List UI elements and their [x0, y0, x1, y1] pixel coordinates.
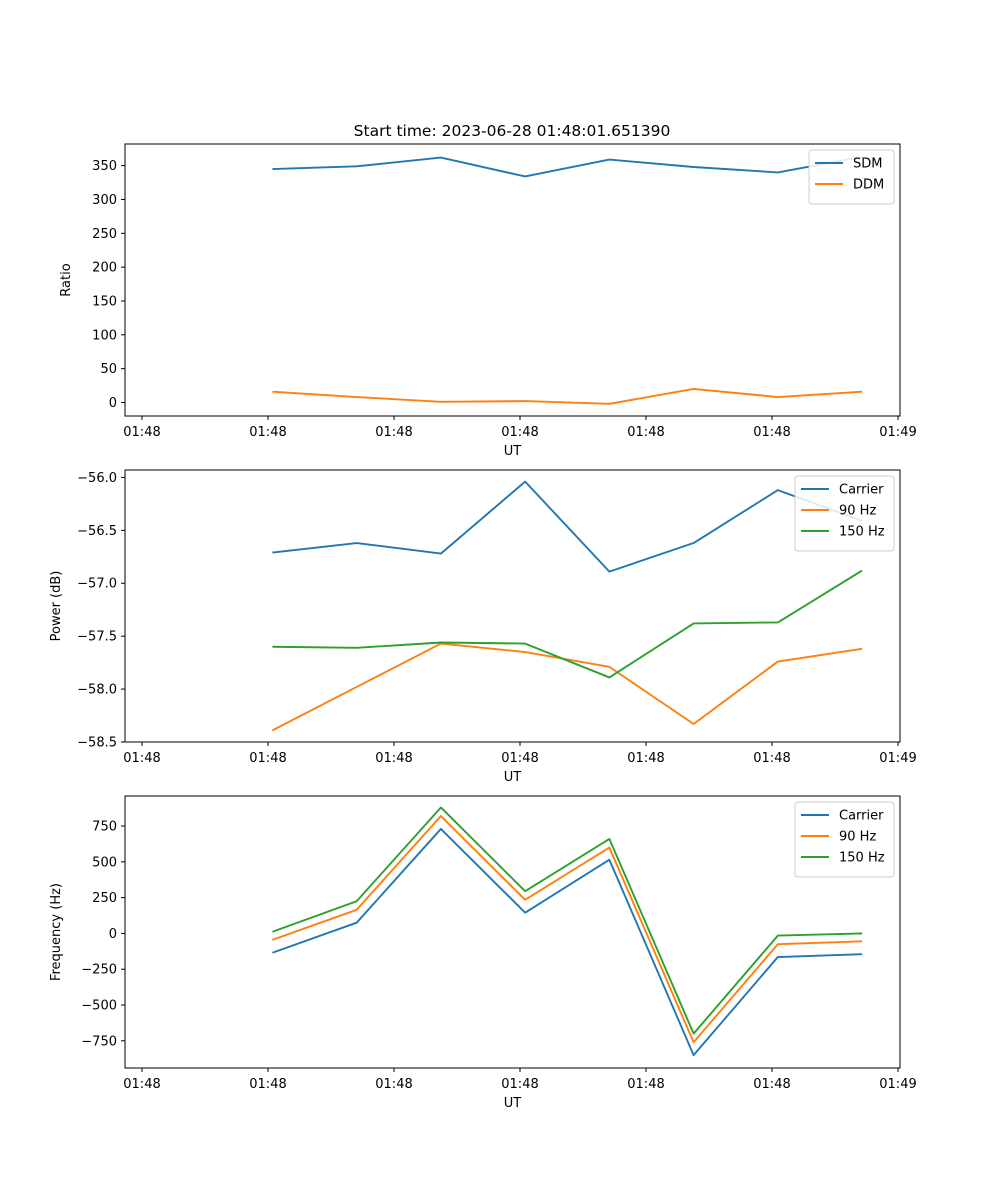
x-tick-label: 01:48	[249, 1077, 286, 1092]
x-tick-label: 01:49	[879, 751, 916, 766]
y-axis-label: Ratio	[59, 263, 74, 296]
x-tick-label: 01:48	[753, 751, 790, 766]
x-axis-label: UT	[504, 770, 522, 785]
subplot-3: 01:48 01:48 01:48 01:48 01:48 01:48 01:49 UT −75…	[49, 795, 917, 1111]
x-tick-label: 01:48	[753, 1077, 790, 1092]
y-tick-label: 750	[92, 820, 117, 835]
legend: Carrier 90 Hz 150 Hz	[794, 801, 895, 878]
legend: Carrier 90 Hz 150 Hz	[794, 475, 895, 552]
y-axis-label: Power (dB)	[49, 571, 64, 642]
subplot-2: 01:48 01:48 01:48 01:48 01:48 01:48 01:49 UT −58…	[49, 469, 917, 785]
legend-entry: 90 Hz	[839, 504, 876, 519]
x-tick-label: 01:48	[753, 425, 790, 440]
legend: SDM DDM	[808, 149, 895, 205]
y-tick-label: 150	[92, 294, 117, 309]
y-tick-label: 300	[92, 193, 117, 208]
x-tick-label: 01:48	[249, 425, 286, 440]
x-tick-label: 01:48	[627, 1077, 664, 1092]
figure-title: Start time: 2023-06-28 01:48:01.651390	[354, 122, 671, 140]
x-tick-label: 01:49	[879, 425, 916, 440]
x-tick-label: 01:49	[879, 1077, 916, 1092]
legend-entry: DDM	[853, 178, 884, 193]
y-tick-label: 250	[92, 227, 117, 242]
x-axis-label: UT	[504, 1096, 522, 1111]
x-tick-label: 01:48	[501, 1077, 538, 1092]
y-tick-label: 200	[92, 261, 117, 276]
y-tick-label: 250	[92, 891, 117, 906]
x-tick-label: 01:48	[501, 751, 538, 766]
y-tick-label: −57.0	[77, 577, 117, 592]
legend-entry: Carrier	[839, 483, 884, 498]
y-tick-label: 350	[92, 159, 117, 174]
y-tick-label: 0	[109, 396, 117, 411]
series-line-ddm	[272, 387, 863, 405]
y-tick-label: −750	[81, 1034, 117, 1049]
x-tick-label: 01:48	[501, 425, 538, 440]
legend-box	[794, 475, 895, 552]
y-tick-label: 100	[92, 328, 117, 343]
y-tick-label: −57.5	[77, 630, 117, 645]
legend-entry: SDM	[853, 157, 882, 172]
x-tick-label: 01:48	[123, 425, 160, 440]
y-tick-label: −56.0	[77, 471, 117, 486]
legend-entry: 150 Hz	[839, 851, 885, 866]
legend-entry: Carrier	[839, 809, 884, 824]
series-line-90-hz	[272, 815, 863, 1044]
legend-entry: 150 Hz	[839, 525, 885, 540]
x-tick-label: 01:48	[375, 425, 412, 440]
x-axis-label: UT	[504, 444, 522, 459]
x-tick-label: 01:48	[123, 1077, 160, 1092]
axes-frame	[124, 795, 901, 1069]
y-tick-label: 500	[92, 855, 117, 870]
legend-box	[794, 801, 895, 878]
series-line-carrier	[272, 480, 863, 573]
x-tick-label: 01:48	[375, 1077, 412, 1092]
subplot-1: 01:48 01:48 01:48 01:48 01:48 01:48 01:49 UT 0 50…	[59, 143, 917, 459]
subplots: 01:48 01:48 01:48 01:48 01:48 01:48 01:49 UT 0 50…	[49, 143, 917, 1111]
x-tick-label: 01:48	[123, 751, 160, 766]
y-tick-label: 0	[109, 927, 117, 942]
y-axis-label: Frequency (Hz)	[49, 883, 64, 981]
y-tick-label: −58.5	[77, 736, 117, 751]
x-tick-label: 01:48	[627, 751, 664, 766]
y-tick-label: −58.0	[77, 683, 117, 698]
series-line-150-hz	[272, 806, 863, 1035]
y-tick-label: −56.5	[77, 524, 117, 539]
series-line-150-hz	[272, 569, 863, 679]
x-tick-label: 01:48	[627, 425, 664, 440]
y-tick-label: −500	[81, 999, 117, 1014]
axes-frame	[124, 143, 901, 417]
y-tick-label: 50	[100, 362, 117, 377]
x-tick-label: 01:48	[375, 751, 412, 766]
series-line-sdm	[272, 155, 863, 178]
legend-entry: 90 Hz	[839, 830, 876, 845]
series-line-90-hz	[271, 642, 863, 732]
x-tick-label: 01:48	[249, 751, 286, 766]
axes-frame	[124, 469, 901, 743]
series-line-carrier	[272, 827, 863, 1057]
y-tick-label: −250	[81, 963, 117, 978]
